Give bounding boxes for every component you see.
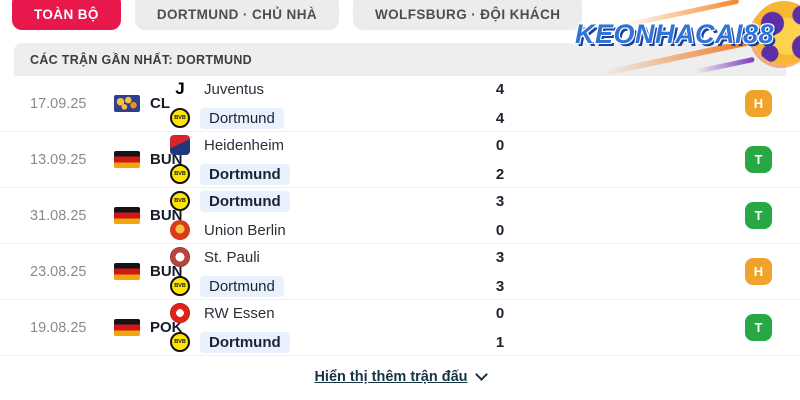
result-badge: H	[745, 90, 772, 117]
section-header: CÁC TRẬN GẦN NHẤT: DORTMUND	[14, 43, 786, 76]
recent-matches-list: 17.09.25 CL J Juventus 4 BVB Dortmund 4 …	[0, 76, 800, 356]
team-name: Dortmund	[200, 331, 290, 353]
team-name: St. Pauli	[204, 248, 260, 266]
team-score: 0	[495, 221, 505, 239]
show-more-matches-link[interactable]: Hiển thị thêm trận đấu	[314, 368, 488, 385]
match-date: 13.09.25	[30, 151, 87, 168]
team-score: 3	[495, 277, 505, 295]
result-badge: T	[745, 202, 772, 229]
team-line-home: St. Pauli 3	[170, 245, 590, 269]
team-score: 2	[495, 165, 505, 183]
match-date: 17.09.25	[30, 95, 87, 112]
team-name: Juventus	[204, 80, 265, 98]
team-line-home: BVB Dortmund 3	[170, 189, 590, 213]
team-name: Dortmund	[200, 107, 284, 129]
competition-cell: BUN	[78, 207, 183, 224]
teams-cell: RW Essen 0 BVB Dortmund 1	[170, 301, 590, 354]
teams-cell: St. Pauli 3 BVB Dortmund 3	[170, 245, 590, 298]
team-score: 4	[495, 80, 505, 98]
team-line-away: BVB Dortmund 3	[170, 274, 590, 298]
competition-cell: POK	[78, 319, 183, 336]
team-line-away: Union Berlin 0	[170, 218, 590, 242]
match-row: 13.09.25 BUN Heidenheim 0 BVB Dortmund 2…	[0, 132, 800, 188]
team-name: RW Essen	[204, 304, 275, 322]
match-date: 23.08.25	[30, 263, 87, 280]
teams-cell: J Juventus 4 BVB Dortmund 4	[170, 77, 590, 130]
team-line-away: BVB Dortmund 1	[170, 330, 590, 354]
footer: Hiển thị thêm trận đấu	[0, 368, 800, 385]
competition-cell: BUN	[78, 263, 183, 280]
competition-cell: BUN	[78, 151, 183, 168]
team-line-away: BVB Dortmund 4	[170, 106, 590, 130]
team-line-home: J Juventus 4	[170, 77, 590, 101]
result-badge: H	[745, 258, 772, 285]
team-score: 0	[495, 136, 505, 154]
dortmund-logo: BVB	[170, 276, 190, 296]
show-more-label: Hiển thị thêm trận đấu	[314, 369, 468, 385]
st-pauli-logo	[170, 247, 190, 267]
team-score: 1	[495, 333, 505, 351]
competition-code: BUN	[150, 151, 183, 168]
match-row: 17.09.25 CL J Juventus 4 BVB Dortmund 4 …	[0, 76, 800, 132]
team-name: Dortmund	[200, 275, 284, 297]
dortmund-logo: BVB	[170, 108, 190, 128]
german-flag	[114, 207, 140, 224]
competition-code: POK	[150, 319, 183, 336]
german-flag	[114, 151, 140, 168]
team-name: Dortmund	[200, 163, 290, 185]
result-badge: T	[745, 314, 772, 341]
team-score: 3	[495, 248, 505, 266]
tab-wolfsburg-away[interactable]: WOLFSBURG · ĐỘI KHÁCH	[353, 0, 583, 30]
team-score: 4	[495, 109, 505, 127]
match-row: 23.08.25 BUN St. Pauli 3 BVB Dortmund 3 …	[0, 244, 800, 300]
team-line-away: BVB Dortmund 2	[170, 162, 590, 186]
team-name: Heidenheim	[204, 136, 285, 154]
section-title: CÁC TRẬN GẦN NHẤT: DORTMUND	[30, 52, 252, 67]
teams-cell: BVB Dortmund 3 Union Berlin 0	[170, 189, 590, 242]
competition-cell: CL	[78, 95, 170, 112]
german-flag	[114, 263, 140, 280]
team-score: 0	[495, 304, 505, 322]
team-line-home: Heidenheim 0	[170, 133, 590, 157]
rw-essen-logo	[170, 303, 190, 323]
tab-all[interactable]: TOÀN BỘ	[12, 0, 121, 30]
match-date: 31.08.25	[30, 207, 87, 224]
tab-dortmund-home[interactable]: DORTMUND · CHỦ NHÀ	[134, 0, 339, 30]
dortmund-logo: BVB	[170, 332, 190, 352]
heidenheim-logo	[170, 135, 190, 155]
team-line-home: RW Essen 0	[170, 301, 590, 325]
team-score: 3	[495, 192, 505, 210]
world-map-flag	[114, 95, 140, 112]
german-flag	[114, 319, 140, 336]
competition-code: CL	[150, 95, 170, 112]
competition-code: BUN	[150, 263, 183, 280]
match-row: 19.08.25 POK RW Essen 0 BVB Dortmund 1 T	[0, 300, 800, 356]
team-name: Dortmund	[200, 190, 290, 212]
filter-tabs: TOÀN BỘ DORTMUND · CHỦ NHÀ WOLFSBURG · Đ…	[0, 0, 800, 30]
competition-code: BUN	[150, 207, 183, 224]
juventus-logo: J	[170, 79, 190, 99]
team-name: Union Berlin	[204, 221, 286, 239]
chevron-down-icon	[474, 368, 488, 381]
teams-cell: Heidenheim 0 BVB Dortmund 2	[170, 133, 590, 186]
union-berlin-logo	[170, 220, 190, 240]
result-badge: T	[745, 146, 772, 173]
match-date: 19.08.25	[30, 319, 87, 336]
dortmund-logo: BVB	[170, 164, 190, 184]
match-row: 31.08.25 BUN BVB Dortmund 3 Union Berlin…	[0, 188, 800, 244]
dortmund-logo: BVB	[170, 191, 190, 211]
